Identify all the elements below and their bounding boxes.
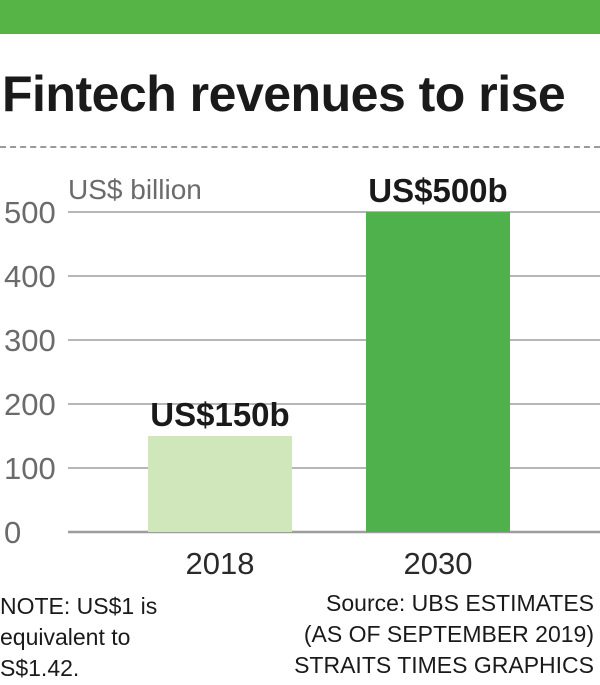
bars [148, 212, 510, 532]
top-accent-bar [0, 0, 600, 34]
source-text: Source: UBS ESTIMATES (AS OF SEPTEMBER 2… [294, 588, 594, 681]
chart-title: Fintech revenues to rise [2, 66, 566, 122]
bar-2030 [366, 212, 510, 532]
y-tick-labels: 0 100 200 300 400 500 [4, 195, 56, 550]
source-line: STRAITS TIMES GRAPHICS [294, 652, 594, 678]
note-text: NOTE: US$1 is equivalent to S$1.42. [0, 591, 157, 684]
gridlines [68, 211, 600, 534]
x-tick-label-2018: 2018 [186, 546, 255, 580]
y-tick-label: 100 [4, 451, 56, 486]
y-tick-label: 300 [4, 323, 56, 358]
x-tick-labels: 2018 2030 [186, 546, 473, 580]
bar-chart: 0 100 200 300 400 500 2018 2030 US$150b US$500b… [4, 172, 600, 580]
source-line: (AS OF SEPTEMBER 2019) [303, 621, 594, 647]
source-line: Source: UBS ESTIMATES [326, 590, 594, 616]
data-label-2018: US$150b [150, 396, 289, 433]
x-tick-label-2030: 2030 [404, 546, 473, 580]
note-line: NOTE: US$1 is [0, 593, 158, 619]
note-line: equivalent to [0, 624, 131, 650]
y-tick-label: 400 [4, 259, 56, 294]
dashed-divider [0, 146, 600, 148]
note-line: S$1.42. [0, 655, 80, 681]
data-label-2030: US$500b [368, 172, 507, 209]
y-tick-label: 200 [4, 387, 56, 422]
y-tick-label: 500 [4, 195, 56, 230]
y-tick-label: 0 [4, 515, 21, 550]
data-labels: US$150b US$500b [150, 172, 507, 433]
bar-2018 [148, 436, 292, 532]
y-axis-label: US$ billion [68, 174, 202, 205]
